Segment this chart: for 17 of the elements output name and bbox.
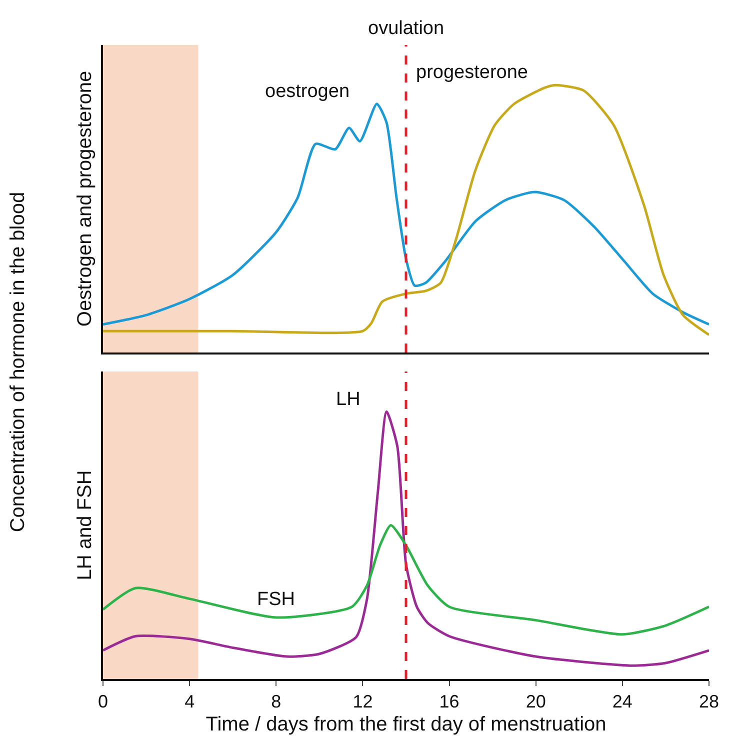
text: Concentration of hormone in the blood xyxy=(7,192,30,532)
x-tick-label: 12 xyxy=(352,692,373,712)
x-tick-label: 24 xyxy=(612,692,632,712)
series-label: progesterone xyxy=(416,62,528,83)
x-tick-label: 28 xyxy=(698,692,720,712)
series-label: oestrogen xyxy=(265,81,350,102)
x-tick-label: 0 xyxy=(98,692,108,712)
ref-line-label: ovulation xyxy=(368,18,444,39)
x-tick-label: 8 xyxy=(271,692,282,712)
x-tick-label: 16 xyxy=(439,692,460,712)
series-label: LH xyxy=(336,389,360,410)
series-label: FSH xyxy=(257,589,295,610)
y-axis-title: LH and FSH xyxy=(74,470,96,580)
x-tick-label: 4 xyxy=(184,692,195,712)
x-tick-label: 20 xyxy=(526,692,546,712)
x-axis-title: Time / days from the first day of menstruation xyxy=(206,714,606,736)
y-axis-title: Oestrogen and progesterone xyxy=(74,70,96,327)
